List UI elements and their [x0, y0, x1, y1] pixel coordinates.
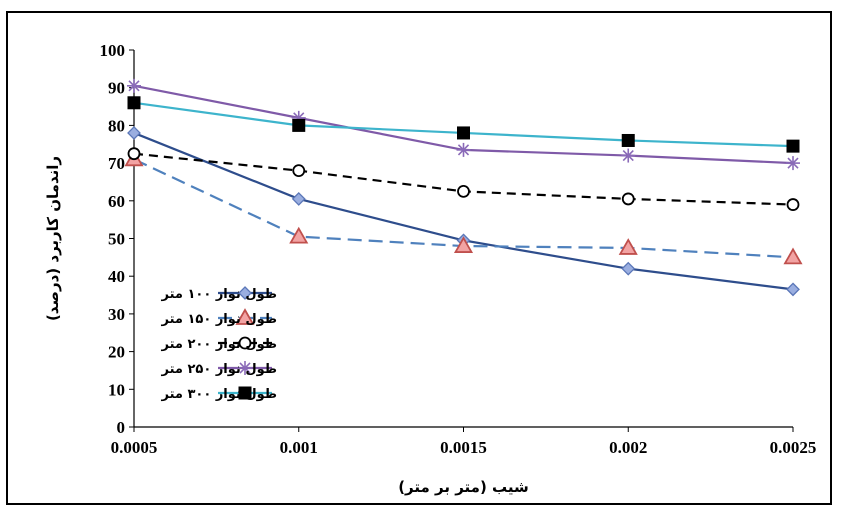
data-point [618, 238, 638, 255]
y-tick-label: 80 [108, 116, 125, 135]
legend-item: طول نوار ۱۰۰ متر [161, 286, 277, 302]
y-tick-label: 20 [108, 343, 125, 362]
data-point [453, 236, 474, 253]
legend-label: طول نوار ۲۵۰ متر [161, 362, 277, 377]
y-axis-title: راندمان کاربرد (درصد) [44, 156, 62, 321]
legend-marker [238, 361, 252, 375]
y-tick-label: 50 [108, 230, 125, 249]
data-point [786, 198, 800, 211]
y-tick-label: 10 [108, 380, 125, 399]
data-point [786, 156, 800, 171]
series-5 [127, 96, 800, 153]
y-tick-label: 0 [117, 418, 126, 437]
legend: طول نوار ۱۰۰ متر طول نوار ۱۵۰ متر طول نوار… [161, 286, 277, 402]
x-tick-label: 0.0015 [440, 438, 487, 457]
chart-frame [6, 11, 832, 505]
data-point [621, 192, 635, 206]
legend-marker [238, 386, 252, 400]
x-tick-label: 0.002 [609, 438, 647, 457]
data-point [127, 96, 141, 110]
data-point [289, 226, 309, 244]
data-point [456, 142, 471, 157]
x-axis-title: شیب (متر بر متر) [398, 478, 529, 496]
legend-marker [238, 336, 252, 350]
data-point [786, 282, 800, 297]
legend-marker [235, 308, 255, 325]
series-4 [127, 78, 800, 171]
legend-label: طول نوار ۱۰۰ متر [161, 287, 277, 302]
data-point [457, 126, 470, 140]
legend-label: طول نوار ۳۰۰ متر [161, 387, 277, 402]
data-point [786, 139, 800, 153]
legend-item: طول نوار ۳۰۰ متر [161, 386, 277, 402]
data-point [783, 247, 803, 265]
data-point [621, 133, 635, 147]
legend-item: طول نوار ۱۵۰ متر [161, 308, 277, 327]
legend-item: طول نوار ۲۵۰ متر [161, 361, 277, 377]
data-point [127, 147, 141, 161]
y-tick-label: 40 [108, 267, 125, 286]
data-point [621, 261, 636, 276]
y-tick-label: 100 [100, 41, 126, 60]
legend-item: طول نوار ۲۰۰ متر [161, 336, 277, 352]
y-tick-label: 90 [108, 79, 125, 98]
data-point [127, 78, 141, 93]
x-tick-label: 0.0025 [770, 438, 817, 457]
x-tick-label: 0.001 [280, 438, 318, 457]
y-tick-label: 70 [108, 154, 125, 173]
series-3 [127, 147, 800, 211]
y-tick-label: 30 [108, 305, 125, 324]
legend-label: طول نوار ۱۵۰ متر [161, 312, 277, 327]
y-tick-label: 60 [108, 192, 125, 211]
data-point [291, 191, 306, 206]
data-point [292, 118, 306, 132]
legend-label: طول نوار ۲۰۰ متر [161, 337, 277, 352]
data-point [621, 148, 636, 163]
series-line [133, 101, 794, 148]
axes: 0 10 20 30 40 50 60 70 80 90 100 0.0005 0.001 0.0015 0… [100, 41, 817, 457]
data-point [292, 164, 306, 178]
series-2 [124, 149, 803, 265]
x-tick-label: 0.0005 [111, 438, 158, 457]
data-point [127, 126, 141, 140]
data-point [457, 184, 470, 198]
series-layer [124, 78, 803, 297]
legend-marker [238, 286, 252, 300]
